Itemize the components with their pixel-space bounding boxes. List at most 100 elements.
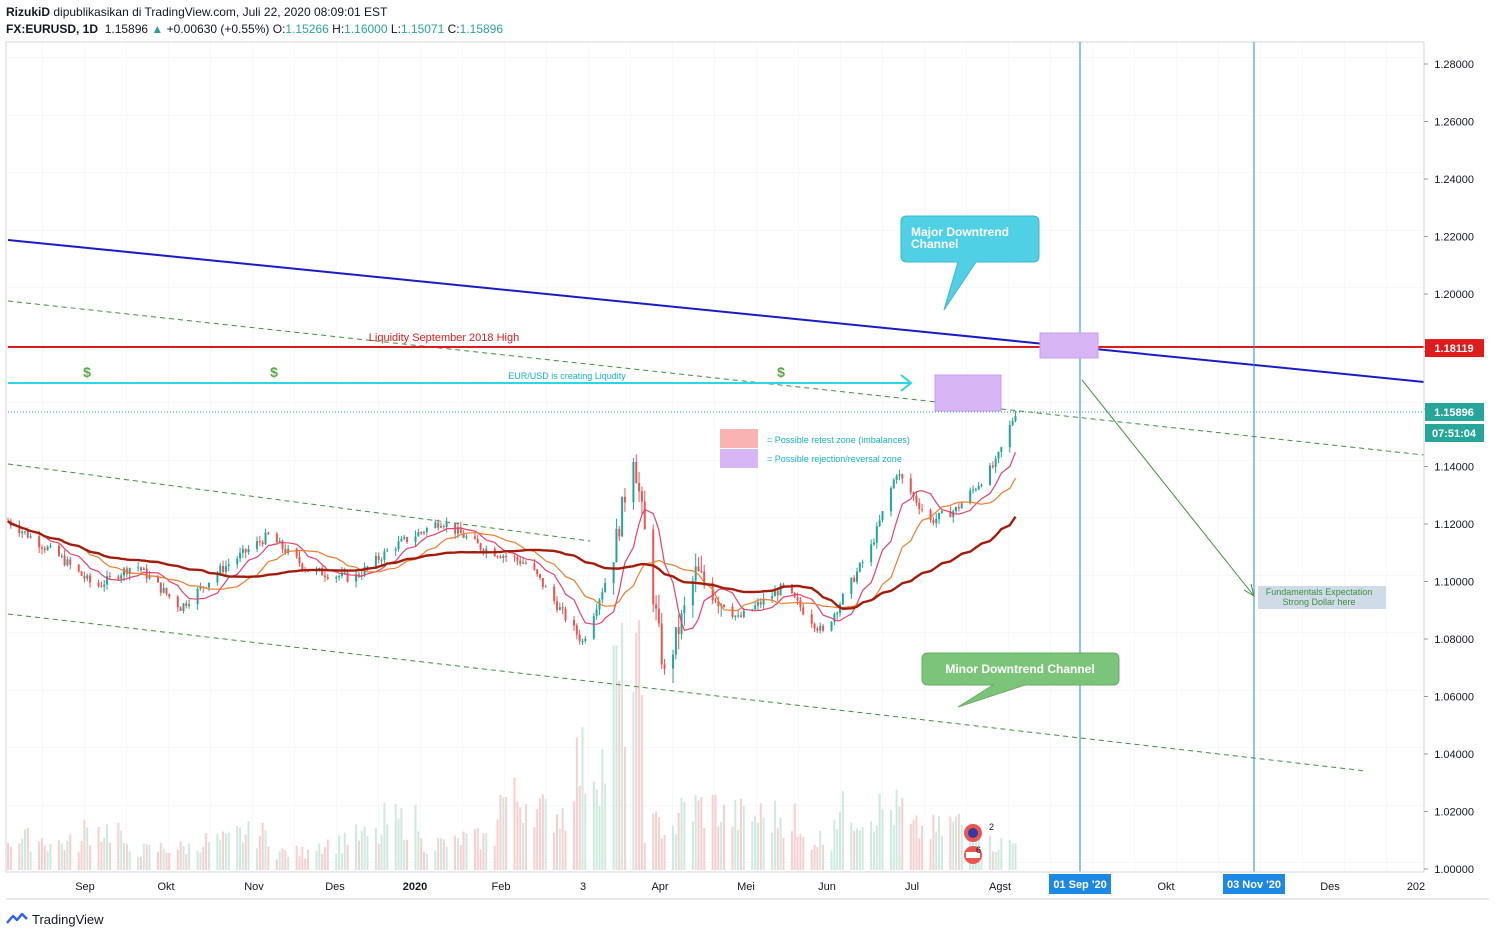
- price-axis[interactable]: 1.280001.260001.240001.220001.200001.180…: [1423, 42, 1484, 876]
- candle-body: [581, 640, 584, 642]
- candle-body: [889, 488, 892, 512]
- candle-body: [57, 545, 60, 557]
- candle-body: [18, 525, 21, 534]
- volume-bar: [414, 804, 417, 870]
- price-tick-label: 1.02000: [1434, 807, 1474, 819]
- volume-bar: [338, 835, 341, 870]
- volume-bar: [222, 831, 225, 870]
- volume-bar: [940, 835, 943, 870]
- volume-bar: [89, 845, 92, 870]
- volume-bar: [445, 846, 448, 870]
- volume-bar: [479, 849, 482, 870]
- volume-bar: [720, 822, 723, 870]
- low-value: 1.15071: [400, 22, 445, 36]
- high-label: H:: [332, 22, 345, 36]
- level-price-tag: [1425, 339, 1484, 358]
- volume-bar: [989, 835, 992, 870]
- candle-body: [185, 603, 188, 606]
- candle-body: [731, 606, 734, 617]
- candle-body: [258, 541, 261, 543]
- candle-body: [142, 568, 145, 570]
- open-label: O:: [272, 22, 286, 36]
- candle-body: [423, 532, 426, 534]
- time-tick-label: Des: [1320, 881, 1340, 893]
- volume-bar: [366, 836, 369, 870]
- volume-bar: [700, 797, 703, 870]
- candle-body: [737, 615, 740, 617]
- date-marker-label: 01 Sep '20: [1053, 879, 1106, 891]
- candle-body: [49, 545, 52, 547]
- volume-bar: [957, 814, 960, 870]
- candle-body: [841, 593, 844, 605]
- symbol-info-line: FX:EURUSD, 1D 1.15896 ▲ +0.00630 (+0.55%…: [6, 22, 503, 36]
- candle-body: [632, 461, 635, 503]
- tradingview-logo[interactable]: TradingView: [6, 911, 104, 927]
- candle-body: [940, 511, 943, 513]
- time-tick-label: Nov: [244, 881, 264, 893]
- volume-bar: [106, 824, 109, 870]
- volume-bar: [793, 803, 796, 870]
- candle-body: [909, 478, 912, 493]
- volume-bar: [680, 797, 683, 870]
- volume-bar: [355, 824, 358, 870]
- brand-name: TradingView: [32, 911, 104, 927]
- candle-body: [994, 458, 997, 468]
- volume-bar: [754, 815, 757, 870]
- volume-bar: [360, 831, 363, 870]
- volume-bar: [227, 832, 230, 870]
- volume-bar: [640, 695, 643, 870]
- volume-bar: [168, 852, 171, 870]
- change-arrow-icon: ▲: [151, 22, 164, 36]
- volume-bar: [502, 797, 505, 870]
- volume-bar: [841, 791, 844, 870]
- volume-bar: [335, 853, 338, 870]
- candle-body: [80, 571, 83, 576]
- candle-body: [120, 575, 123, 579]
- candle-body: [168, 593, 171, 597]
- candle-body: [799, 600, 802, 608]
- candle-body: [972, 489, 975, 491]
- volume-bar: [145, 844, 148, 870]
- volume-bar: [556, 814, 559, 870]
- candle-body: [932, 519, 935, 524]
- volume-bar: [522, 822, 525, 870]
- author-name[interactable]: RizukiD: [6, 5, 51, 19]
- candle-body: [539, 574, 542, 579]
- volume-bar: [159, 842, 162, 870]
- candle-body: [207, 582, 210, 588]
- candle-body: [482, 549, 485, 553]
- time-tick-label: Apr: [651, 881, 668, 893]
- legend-reversal-label: = Possible rejection/reversal zone: [767, 454, 902, 464]
- volume-bar: [83, 819, 86, 870]
- volume-bar: [323, 846, 326, 870]
- candle-body: [77, 564, 80, 572]
- volume-bar: [465, 833, 468, 870]
- date-marker-label: 03 Nov '20: [1227, 879, 1281, 891]
- volume-bar: [357, 840, 360, 870]
- candle-body: [188, 604, 191, 606]
- volume-bar: [516, 801, 519, 870]
- candle-body: [459, 527, 462, 534]
- candle-body: [335, 576, 338, 579]
- time-axis[interactable]: Sep Okt Nov Des 2020 Feb 3 Apr Mei Jun Jul Agst Okt D…: [6, 871, 1489, 900]
- fundamentals-text-line1: Fundamentals Expectation: [1266, 587, 1373, 597]
- volume-bar: [69, 834, 72, 870]
- volume-bar: [140, 856, 143, 870]
- time-tick-label: Okt: [1157, 881, 1174, 893]
- candle-body: [159, 582, 162, 593]
- candle-body: [756, 602, 759, 606]
- candle-body: [553, 586, 556, 602]
- volume-bar: [326, 839, 329, 870]
- volume-bar: [643, 842, 646, 870]
- volume-bar: [541, 794, 544, 870]
- volume-bar: [417, 831, 420, 870]
- volume-bar: [476, 827, 479, 870]
- volume-bar: [66, 840, 69, 870]
- candle-body: [872, 542, 875, 545]
- candle-body: [40, 547, 43, 549]
- candle-body: [519, 560, 522, 564]
- candle-body: [284, 548, 287, 553]
- candle-body: [145, 568, 148, 579]
- volume-bar: [26, 827, 29, 870]
